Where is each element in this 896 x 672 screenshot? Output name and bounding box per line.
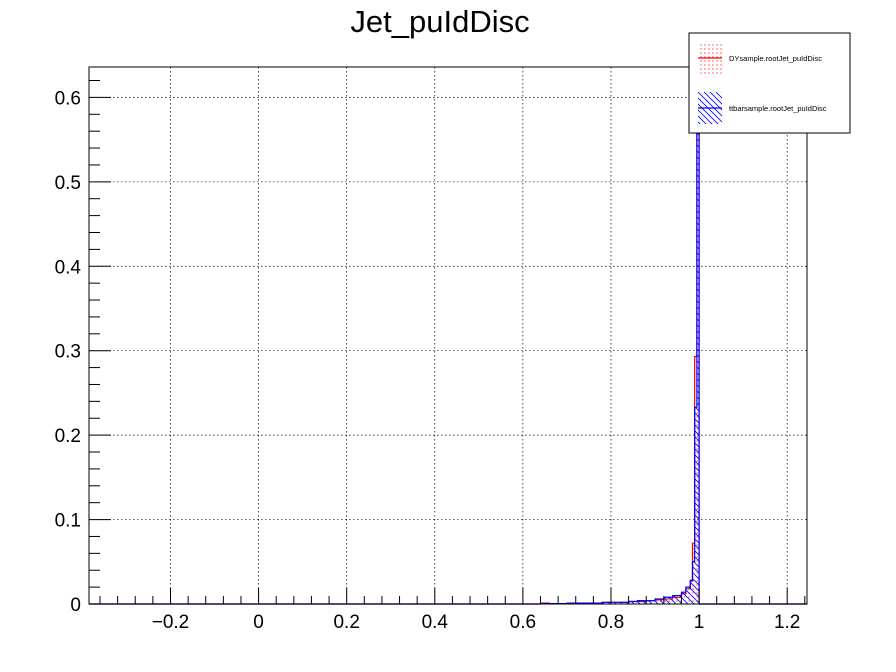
x-tick-label: 0.2 [333,612,359,633]
chart-title: Jet_puIdDisc [350,4,530,39]
x-tick-label: −0.2 [152,612,190,633]
histogram-bin [663,597,673,604]
histogram-bin [672,595,682,604]
y-tick-label: 0.2 [55,426,81,447]
legend: DYsample.rootJet_puIdDisc ttbarsample.roo… [688,32,851,134]
x-tick-label: 0.6 [510,612,536,633]
histogram-bin [696,80,700,604]
x-tick-label: 0.8 [598,612,624,633]
x-tick-label: 1 [694,612,705,633]
histogram-bin [637,600,647,604]
grid [89,67,807,605]
histogram-bin [602,602,611,604]
axis-ticks [89,80,806,605]
x-tick-label: 1.2 [774,612,800,633]
histogram-bin [692,561,695,604]
histogram-bin [646,600,656,604]
y-tick-label: 0.3 [55,342,81,363]
y-tick-label: 0.5 [55,173,81,194]
histogram-bin [610,602,620,604]
legend-entry: DYsample.rootJet_puIdDisc [729,54,822,63]
histogram-bin [690,580,693,604]
histogram-outline-1 [89,79,807,605]
histogram-bin [694,407,697,604]
y-tick-label: 0.1 [55,511,81,532]
tick-labels: −0.2 0 0.2 0.4 0.6 0.8 1 1.2 0 0.1 0.2 0.3 0.4 0.5 0.6 [55,88,801,633]
histogram-bin [628,601,638,604]
y-tick-label: 0.4 [55,257,82,278]
histogram-bin [619,602,629,604]
histogram-bin [685,587,691,604]
histogram-bars [89,79,807,605]
histogram-bin [681,592,686,604]
plot-frame [88,66,808,605]
legend-entry: ttbarsample.rootJet_puIdDisc [729,104,827,113]
x-tick-label: 0.4 [422,612,449,633]
histogram-bin [655,598,664,604]
x-tick-label: 0 [253,612,264,633]
y-tick-label: 0 [70,595,81,616]
y-tick-label: 0.6 [55,88,81,109]
